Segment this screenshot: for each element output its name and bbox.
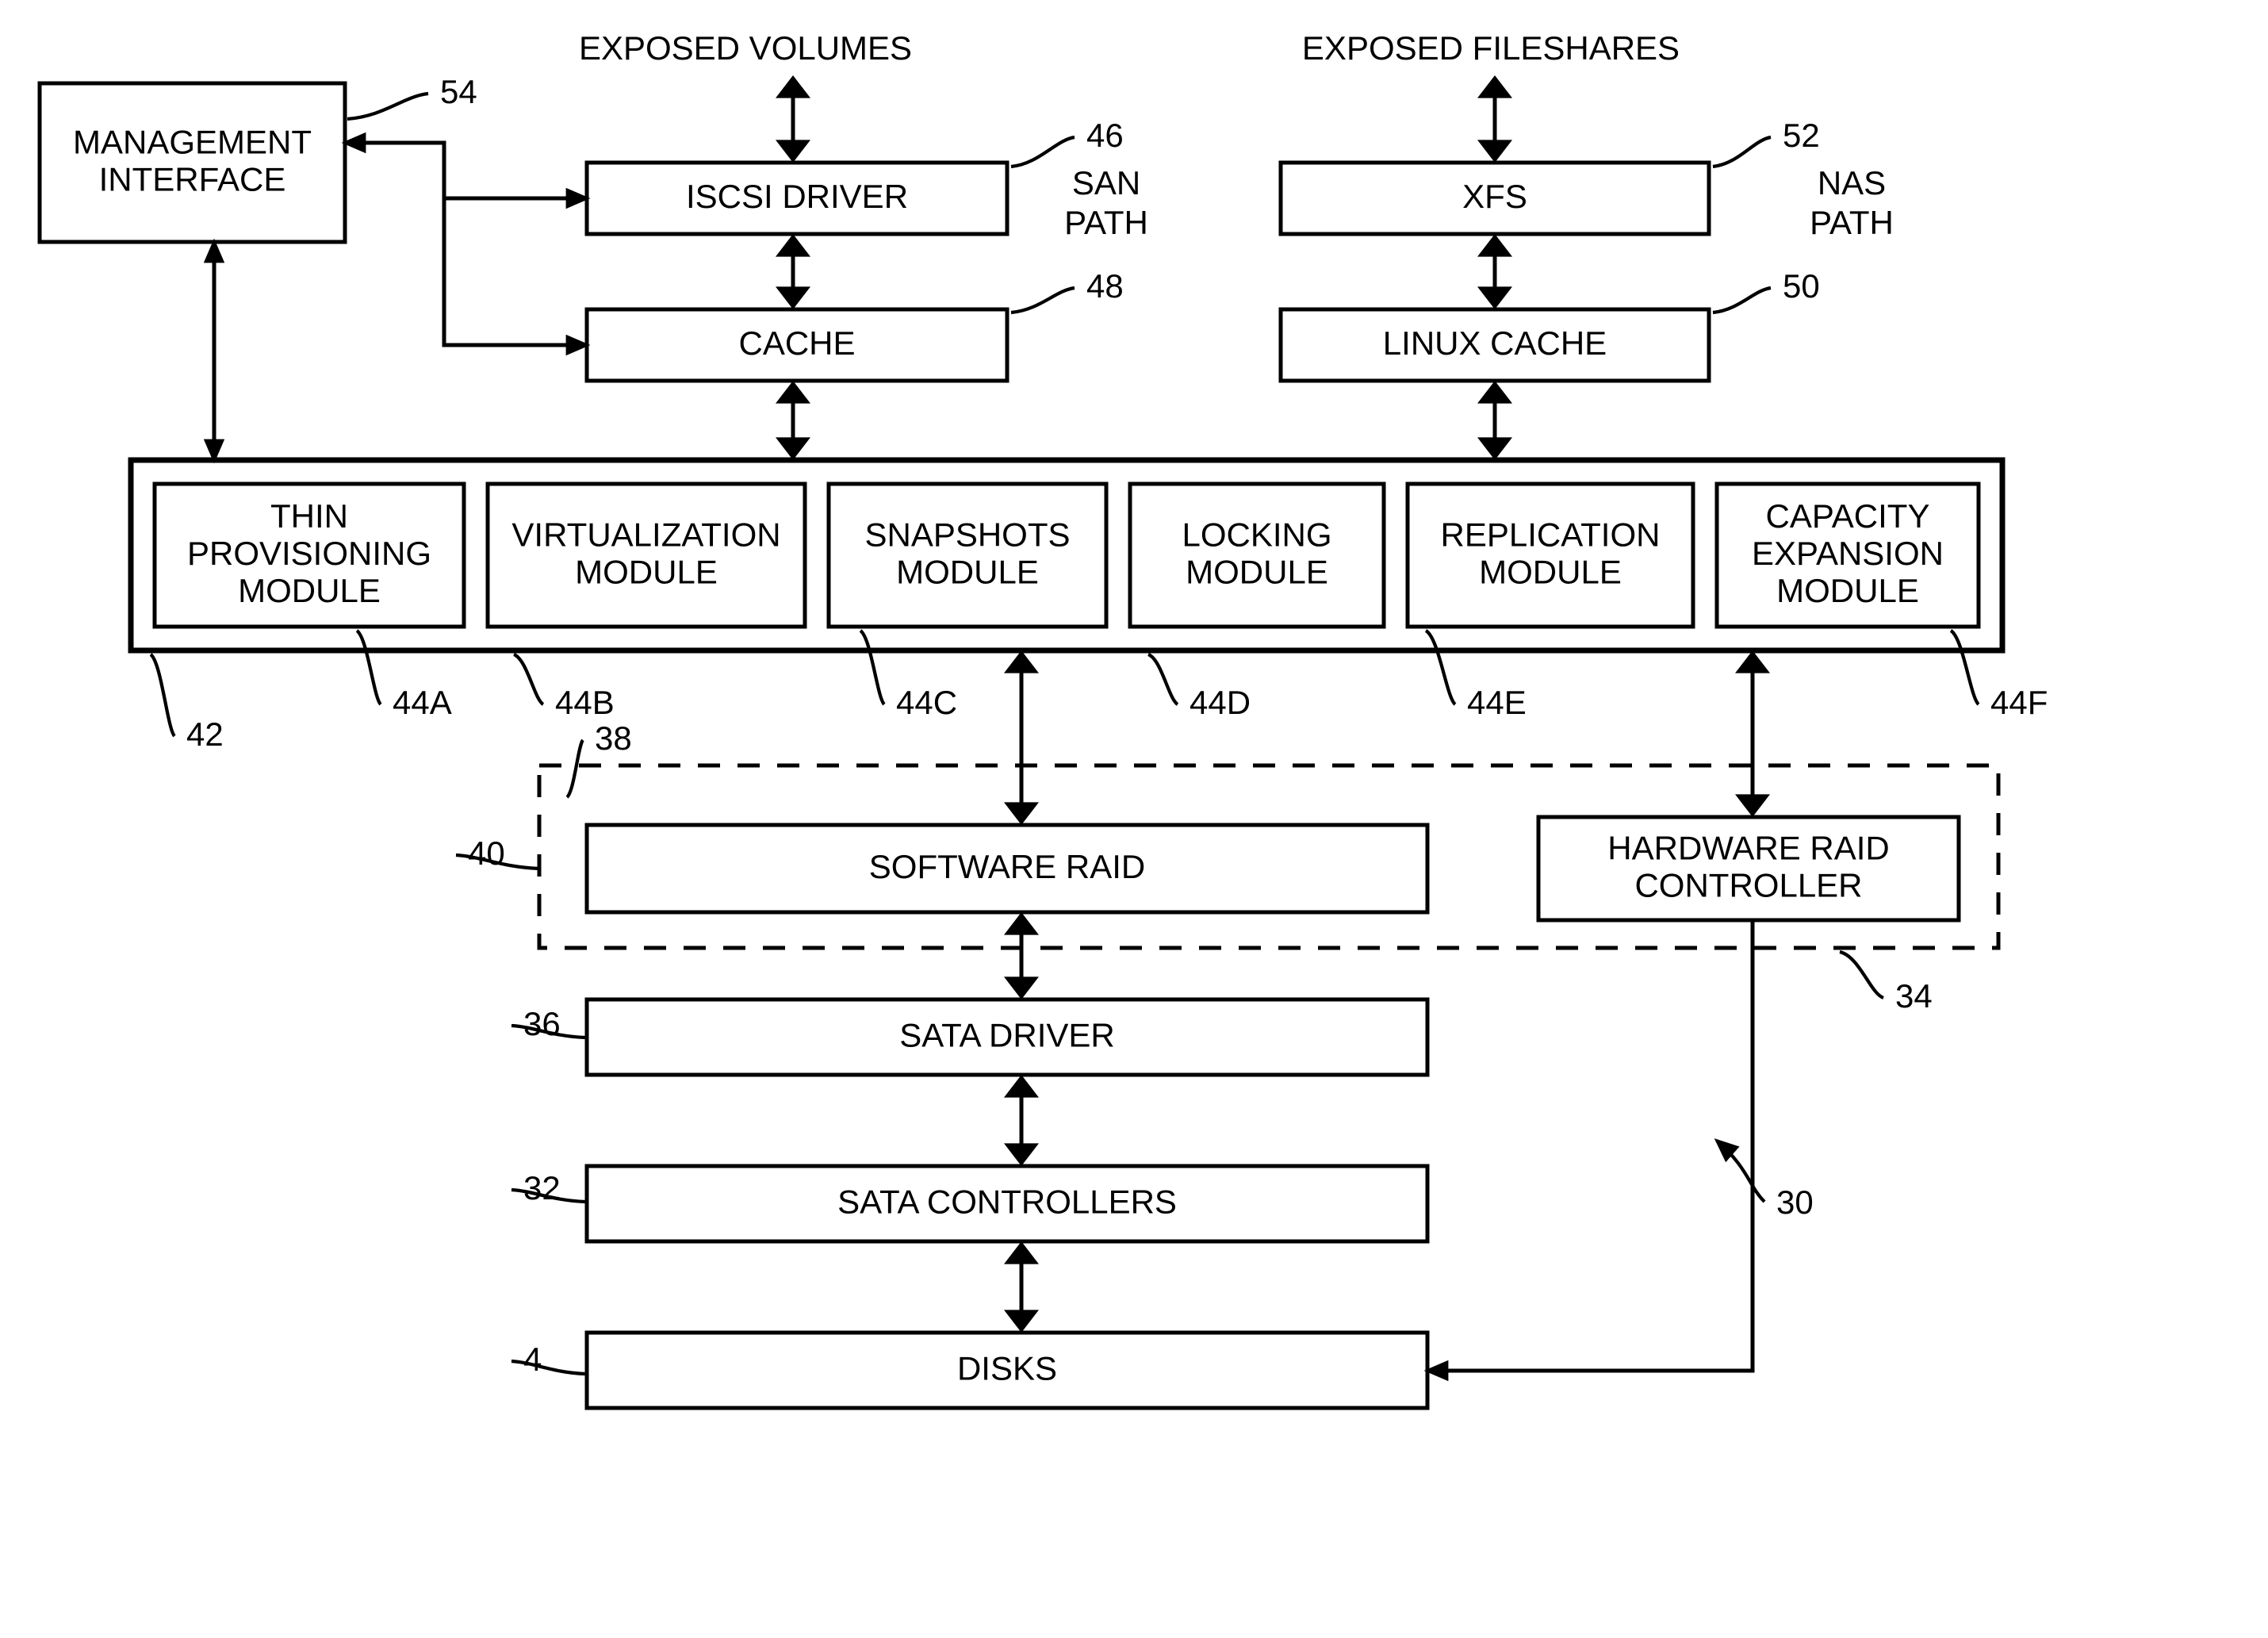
capexp-label: EXPANSION	[1752, 535, 1944, 572]
ref-r42: 42	[186, 715, 224, 753]
ref-r46: 46	[1086, 117, 1124, 154]
ref-r36: 36	[523, 1005, 561, 1042]
ref-r44B: 44B	[555, 684, 615, 721]
ref-r44E: 44E	[1467, 684, 1527, 721]
ref-r44D: 44D	[1190, 684, 1251, 721]
satadrv-label: SATA DRIVER	[899, 1017, 1115, 1054]
mgmt-label: INTERFACE	[99, 161, 286, 198]
mgmt-label: MANAGEMENT	[73, 124, 312, 161]
swraid-label: SOFTWARE RAID	[869, 848, 1145, 885]
iscsi-label: ISCSI DRIVER	[686, 178, 908, 215]
nas_path_2: PATH	[1810, 204, 1894, 241]
xfs-label: XFS	[1462, 178, 1527, 215]
san_path_2: PATH	[1064, 204, 1148, 241]
repl-label: REPLICATION	[1441, 516, 1661, 554]
lock-label: LOCKING	[1182, 516, 1331, 554]
ref-r44C: 44C	[896, 684, 957, 721]
ref-r54: 54	[440, 73, 477, 110]
repl-label: MODULE	[1479, 554, 1622, 591]
ref-r48: 48	[1086, 267, 1124, 305]
thin-label: MODULE	[238, 572, 381, 609]
san_path_1: SAN	[1072, 164, 1140, 201]
thin-label: PROVISIONING	[187, 535, 431, 572]
ref-r4: 4	[523, 1341, 542, 1378]
ref-r44A: 44A	[393, 684, 452, 721]
ref-r30: 30	[1776, 1183, 1814, 1221]
snap-label: SNAPSHOTS	[864, 516, 1070, 554]
ref-r50: 50	[1783, 267, 1820, 305]
virt-label: MODULE	[575, 554, 718, 591]
hwraid-label: HARDWARE RAID	[1607, 830, 1889, 867]
capexp-label: CAPACITY	[1766, 497, 1930, 535]
exposed_volumes: EXPOSED VOLUMES	[579, 29, 912, 67]
ref-r34: 34	[1895, 977, 1933, 1015]
snap-label: MODULE	[896, 554, 1039, 591]
lock-label: MODULE	[1186, 554, 1328, 591]
virt-label: VIRTUALIZATION	[511, 516, 780, 554]
ref-r52: 52	[1783, 117, 1820, 154]
cache-label: CACHE	[738, 324, 855, 362]
ref-r38: 38	[595, 719, 632, 757]
nas_path_1: NAS	[1818, 164, 1886, 201]
satactl-label: SATA CONTROLLERS	[837, 1183, 1177, 1221]
linux_cache-label: LINUX CACHE	[1383, 324, 1607, 362]
ref-r44F: 44F	[1990, 684, 2048, 721]
exposed_fileshares: EXPOSED FILESHARES	[1302, 29, 1680, 67]
capexp-label: MODULE	[1776, 572, 1919, 609]
ref-r40: 40	[468, 834, 505, 872]
hwraid-label: CONTROLLER	[1634, 867, 1862, 904]
disks-label: DISKS	[957, 1350, 1057, 1387]
thin-label: THIN	[270, 497, 348, 535]
ref-r32: 32	[523, 1169, 561, 1206]
